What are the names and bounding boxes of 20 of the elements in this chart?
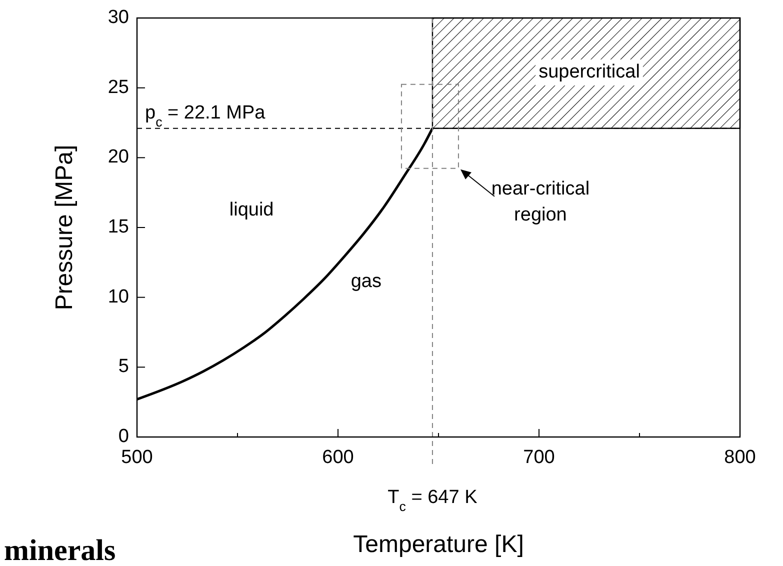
y-tick-label: 0 (118, 426, 129, 448)
y-axis-title: Pressure [MPa] (51, 144, 78, 310)
annotation: gas (350, 270, 382, 292)
ref-line-label: T$_{c}$ = 647 K (388, 487, 478, 514)
text: minerals (4, 534, 116, 566)
x-tick-label: 800 (724, 447, 756, 468)
annotation: liquid (229, 200, 274, 221)
ref-line-label: p$_{c}$ = 22.1 MPa (145, 102, 266, 129)
y-tick-label: 20 (108, 146, 129, 168)
y-tick-label: 15 (108, 216, 129, 238)
x-axis-title: Temperature [K] (353, 531, 524, 558)
annotation: supercritical (538, 61, 640, 82)
y-tick-label: 25 (108, 76, 129, 98)
y-tick-label: 30 (108, 7, 129, 28)
x-tick-label: 500 (121, 447, 153, 468)
x-tick-label: 700 (523, 447, 555, 468)
y-tick-label: 10 (108, 286, 129, 308)
x-tick-label: 600 (322, 447, 354, 468)
y-tick-label: 5 (118, 356, 129, 378)
annotation: near-critical region (491, 178, 590, 226)
